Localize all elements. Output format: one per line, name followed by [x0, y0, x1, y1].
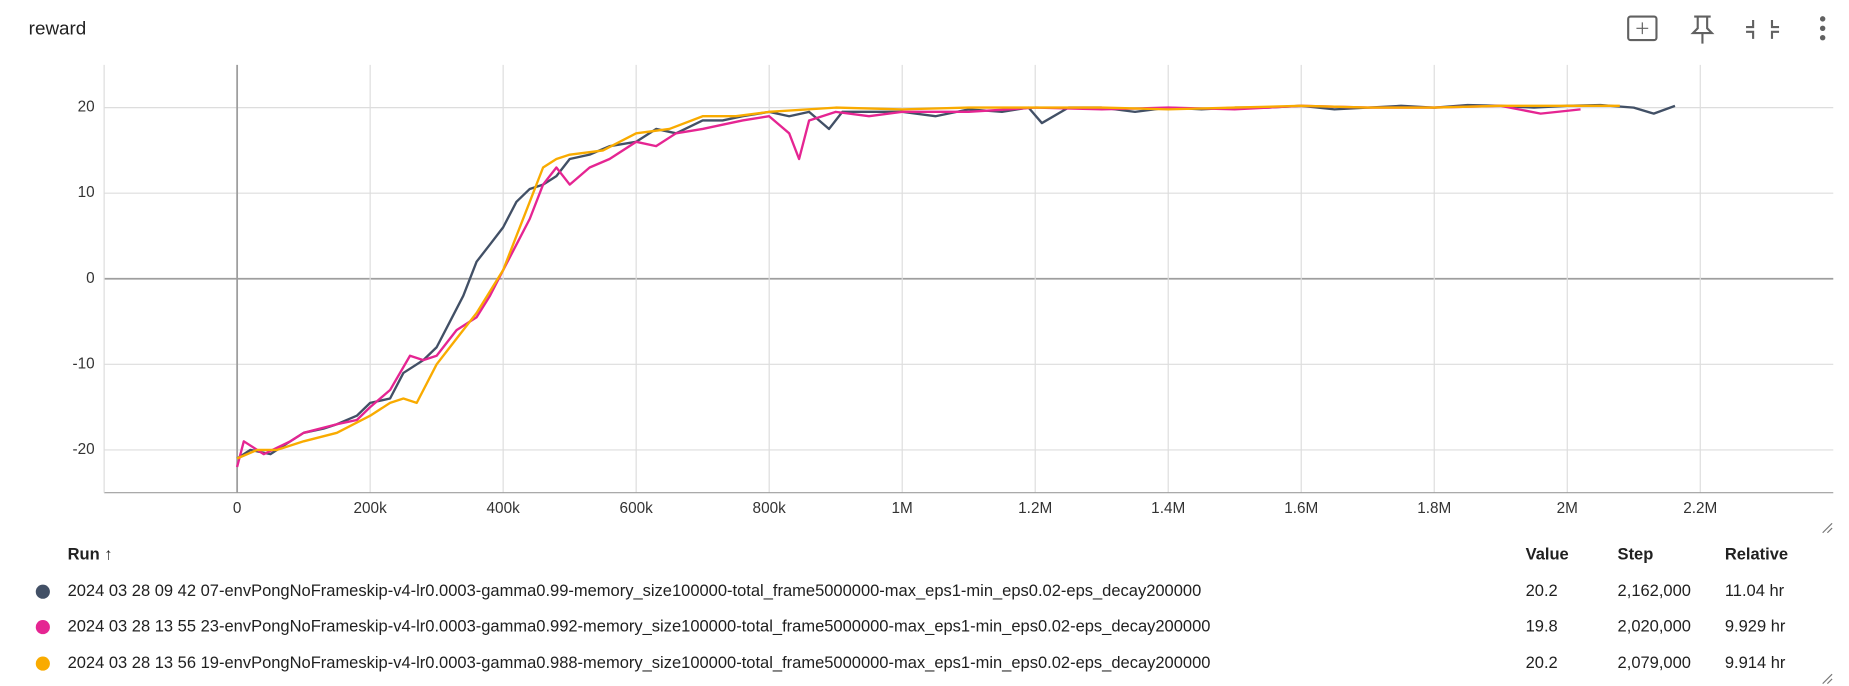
table-header[interactable]: Relative	[1725, 546, 1788, 564]
pin-button[interactable]	[1690, 15, 1715, 44]
run-color-dot	[35, 619, 50, 635]
run-value: 20.2	[1526, 654, 1558, 672]
run-step: 2,162,000	[1618, 582, 1691, 600]
x-tick-label: 600k	[620, 500, 654, 517]
y-tick-label: 20	[78, 99, 95, 116]
x-tick-label: 400k	[487, 500, 521, 517]
y-tick-label: -10	[73, 355, 95, 372]
run-name: 2024 03 28 09 42 07-envPongNoFrameskip-v…	[68, 582, 1202, 600]
x-tick-label: 2M	[1557, 500, 1578, 517]
x-tick-label: 1.4M	[1151, 500, 1185, 517]
x-tick-label: 2.2M	[1683, 500, 1717, 517]
run-step: 2,020,000	[1618, 617, 1691, 635]
run-color-dot	[35, 584, 50, 599]
run-relative: 9.914 hr	[1725, 654, 1786, 672]
more-button[interactable]	[1819, 16, 1826, 41]
y-tick-label: 0	[86, 270, 95, 287]
collapse-button[interactable]	[1746, 20, 1780, 39]
y-tick-label: -20	[73, 441, 95, 458]
run-color-dot	[35, 656, 50, 671]
x-tick-label: 800k	[753, 500, 787, 517]
x-tick-label: 1M	[892, 500, 913, 517]
run-relative: 11.04 hr	[1725, 582, 1785, 600]
run-relative: 9.929 hr	[1725, 617, 1786, 635]
run-table: 2024 03 28 09 42 07-envPongNoFrameskip-v…	[35, 582, 1786, 672]
x-tick-label: 200k	[354, 500, 388, 517]
table-header[interactable]: Step	[1618, 546, 1654, 564]
x-tick-label: 1.8M	[1417, 500, 1451, 517]
run-name: 2024 03 28 13 56 19-envPongNoFrameskip-v…	[68, 654, 1211, 672]
series-line	[235, 104, 1581, 468]
run-value: 19.8	[1526, 617, 1558, 635]
run-step: 2,079,000	[1618, 654, 1691, 672]
table-header[interactable]: Value	[1526, 546, 1569, 564]
series-line	[236, 103, 1676, 460]
y-tick-label: 10	[78, 184, 95, 201]
plot-area: -20 -10 0 10 20 0 200k 400k 600k 800k 1M 1.2M 1.4M 1.…	[73, 64, 1834, 517]
toolbar	[1627, 15, 1826, 44]
x-tick-label: 1.6M	[1284, 500, 1318, 517]
chart-title: reward	[29, 17, 87, 38]
fit-domain-button[interactable]	[1627, 15, 1658, 42]
run-value: 20.2	[1526, 582, 1558, 600]
table-header[interactable]: Run ↑	[68, 546, 113, 564]
resize-handle[interactable]	[1822, 522, 1833, 685]
run-name: 2024 03 28 13 55 23-envPongNoFrameskip-v…	[68, 617, 1211, 635]
x-tick-label: 1.2M	[1018, 500, 1052, 517]
x-tick-label: 0	[233, 500, 242, 517]
series-line	[236, 104, 1620, 460]
